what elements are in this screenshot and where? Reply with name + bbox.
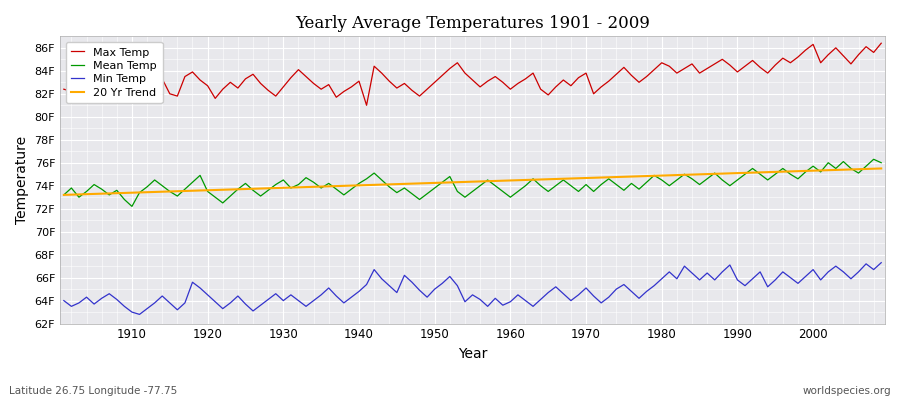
Mean Temp bbox=[119, 197, 130, 202]
Min Temp bbox=[876, 260, 886, 265]
Mean Temp bbox=[868, 157, 879, 162]
Mean Temp bbox=[127, 204, 138, 209]
Mean Temp bbox=[512, 189, 523, 194]
Min Temp bbox=[338, 300, 349, 305]
Max Temp bbox=[876, 41, 886, 46]
Text: Latitude 26.75 Longitude -77.75: Latitude 26.75 Longitude -77.75 bbox=[9, 386, 177, 396]
Max Temp bbox=[119, 90, 130, 95]
Max Temp bbox=[331, 95, 342, 100]
Max Temp bbox=[58, 87, 69, 92]
Min Temp bbox=[119, 304, 130, 309]
Mean Temp bbox=[876, 160, 886, 165]
Mean Temp bbox=[293, 182, 304, 187]
Mean Temp bbox=[338, 192, 349, 197]
Min Temp bbox=[603, 295, 614, 300]
Legend: Max Temp, Mean Temp, Min Temp, 20 Yr Trend: Max Temp, Mean Temp, Min Temp, 20 Yr Tre… bbox=[66, 42, 163, 104]
Line: Min Temp: Min Temp bbox=[64, 263, 881, 314]
Min Temp bbox=[134, 312, 145, 317]
X-axis label: Year: Year bbox=[458, 347, 487, 361]
Y-axis label: Temperature: Temperature bbox=[15, 136, 29, 224]
Max Temp bbox=[505, 87, 516, 92]
Min Temp bbox=[293, 298, 304, 303]
Max Temp bbox=[361, 103, 372, 108]
Min Temp bbox=[58, 298, 69, 303]
Line: Mean Temp: Mean Temp bbox=[64, 159, 881, 206]
Max Temp bbox=[285, 75, 296, 80]
Title: Yearly Average Temperatures 1901 - 2009: Yearly Average Temperatures 1901 - 2009 bbox=[295, 15, 650, 32]
Mean Temp bbox=[603, 176, 614, 181]
Max Temp bbox=[603, 79, 614, 84]
Min Temp bbox=[512, 292, 523, 297]
Mean Temp bbox=[58, 192, 69, 197]
Max Temp bbox=[512, 81, 523, 86]
Mean Temp bbox=[505, 195, 516, 200]
Min Temp bbox=[505, 299, 516, 304]
Text: worldspecies.org: worldspecies.org bbox=[803, 386, 891, 396]
Line: Max Temp: Max Temp bbox=[64, 43, 881, 105]
